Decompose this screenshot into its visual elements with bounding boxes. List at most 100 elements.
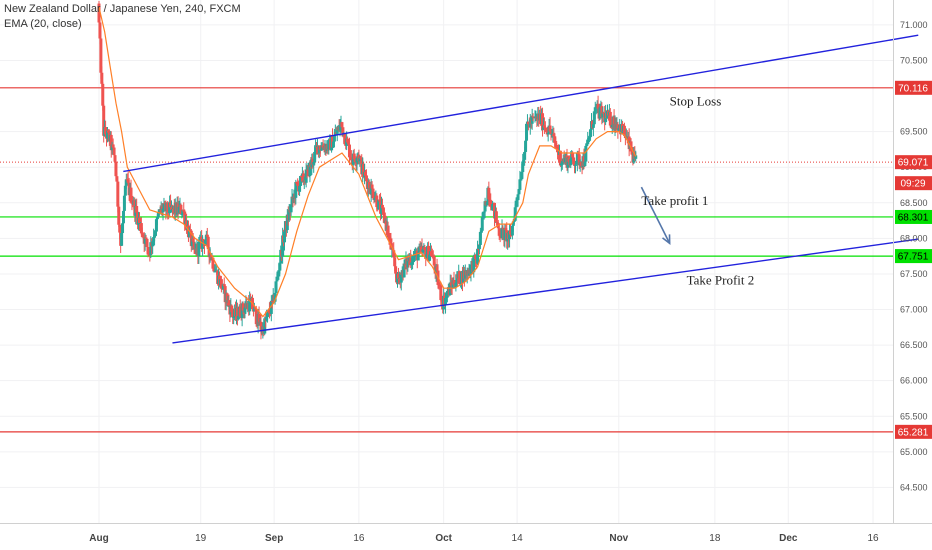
candle-body: [338, 125, 342, 131]
price-tick-label: 65.000: [900, 447, 928, 457]
candle-body: [548, 125, 552, 132]
candle-body: [416, 253, 420, 261]
symbol-title[interactable]: New Zealand Dollar / Japanese Yen, 240, …: [4, 3, 241, 15]
candle-body: [367, 181, 371, 189]
candle-body: [479, 230, 483, 233]
candle-body: [231, 312, 235, 318]
candle-body: [384, 220, 388, 230]
candle-body: [240, 303, 244, 319]
candle-body: [410, 262, 414, 266]
candle-body: [386, 225, 390, 237]
candle-body: [332, 135, 336, 142]
current-price-tag: 69.071: [895, 155, 932, 170]
candle-body: [370, 184, 374, 189]
candle-body: [296, 183, 300, 185]
candle-body: [497, 228, 501, 236]
candle-body: [530, 116, 534, 124]
price-tick-label: 65.500: [900, 411, 928, 421]
upper-channel-line[interactable]: [123, 34, 919, 173]
candle-body: [394, 266, 398, 274]
time-tick-label: Aug: [89, 533, 108, 544]
candle-body: [123, 185, 127, 196]
candle-body: [369, 184, 373, 195]
candle-body: [277, 270, 281, 274]
countdown-tag-bg: [895, 176, 932, 191]
candle-body: [152, 237, 156, 242]
candle-body: [531, 116, 535, 118]
trend-lines[interactable]: [123, 34, 919, 344]
candle-body: [427, 245, 431, 261]
candle-body: [104, 127, 108, 135]
candle-body: [573, 164, 577, 166]
candle-body: [474, 254, 478, 260]
arrow-head[interactable]: [662, 234, 671, 245]
candle-body: [270, 300, 274, 302]
price-tick-label: 67.500: [900, 269, 928, 279]
candle-body: [135, 205, 139, 213]
candle-body: [335, 130, 339, 134]
candle-body: [520, 172, 524, 180]
price-tick-label: 66.500: [900, 340, 928, 350]
candle-body: [569, 159, 573, 166]
candle-body: [299, 175, 303, 186]
annotation-text: Take Profit 2: [687, 273, 755, 288]
candle-body: [327, 139, 331, 150]
candle-body: [518, 179, 522, 190]
candle-body: [493, 202, 496, 219]
candle-body: [587, 138, 591, 140]
candle-body: [375, 195, 379, 208]
countdown-tag: 09:29: [895, 176, 932, 191]
candle-body: [478, 232, 482, 245]
time-axis[interactable]: Aug 19 Sep 16 Oct 14 Nov 18 Dec 16: [89, 533, 879, 544]
arrow-shaft[interactable]: [640, 186, 671, 244]
candle-body: [516, 194, 520, 199]
candle-body: [207, 249, 211, 258]
candle-body: [99, 38, 103, 73]
horizontal-levels[interactable]: [0, 87, 893, 433]
level-price-tag: 70.116: [895, 80, 932, 95]
candle-body: [417, 246, 421, 254]
candle-body: [318, 145, 322, 151]
candle-body: [509, 230, 513, 235]
candle-body: [248, 298, 252, 312]
candle-body: [439, 285, 443, 301]
time-tick-label: 19: [195, 533, 207, 544]
projection-arrow[interactable]: [640, 186, 671, 245]
candle-body: [402, 263, 406, 278]
candle-body: [113, 155, 117, 162]
candle-body: [512, 220, 516, 222]
candle-body: [204, 234, 208, 240]
lower-channel-line[interactable]: [172, 238, 919, 344]
candle-body: [488, 199, 492, 201]
candle-body: [495, 221, 499, 224]
candle-body: [596, 103, 600, 109]
time-tick-label: Sep: [265, 533, 283, 544]
candle-body: [212, 268, 216, 272]
candle-body: [145, 239, 149, 248]
candle-body: [406, 258, 410, 268]
candle-body: [469, 264, 473, 274]
candle-body: [549, 131, 553, 135]
candle-body: [378, 199, 382, 202]
candle-body: [189, 230, 193, 247]
candle-body: [161, 208, 165, 213]
candle-body: [435, 266, 439, 271]
level-price-tag: 68.301: [895, 209, 932, 224]
candle-body: [201, 239, 205, 249]
candle-body: [118, 224, 122, 233]
indicator-label[interactable]: EMA (20, close): [4, 18, 82, 30]
candle-body: [232, 316, 236, 318]
candle-body: [331, 141, 335, 148]
candle-body: [274, 281, 278, 293]
candle-body: [588, 136, 592, 139]
candle-body: [144, 237, 148, 240]
candle-body: [180, 213, 184, 215]
candle-body: [585, 143, 589, 146]
price-tick-label: 68.500: [900, 198, 928, 208]
candle-body: [380, 204, 383, 214]
candle-body: [519, 179, 523, 181]
candle-body: [634, 155, 638, 159]
candle-body: [476, 248, 480, 250]
candle-body: [276, 273, 280, 277]
